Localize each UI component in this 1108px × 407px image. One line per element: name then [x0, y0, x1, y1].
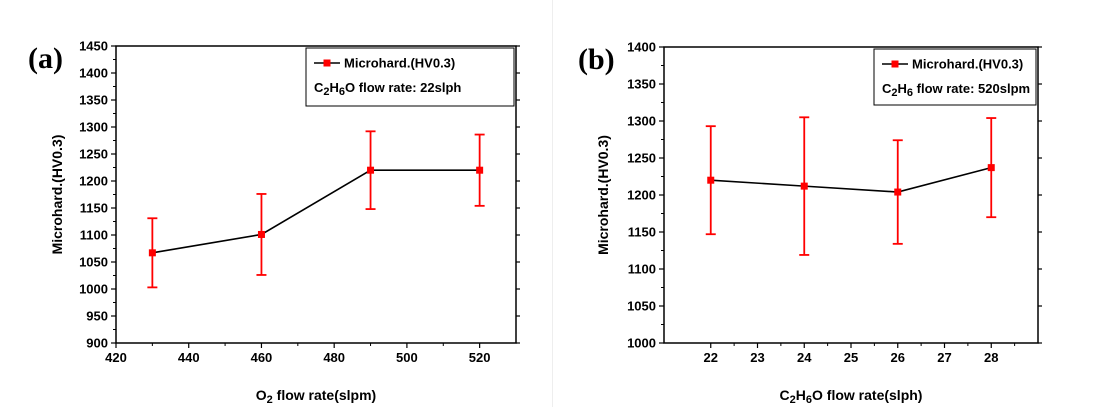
y-tick-label: 1100	[628, 262, 656, 277]
x-tick-label: 480	[323, 350, 345, 365]
x-tick-label: 28	[984, 350, 998, 365]
x-tick-label: 520	[469, 350, 491, 365]
chart-b-svg: 1000 1050 1100 1150 1200 1250 1300 1350 1400 22 23…	[578, 40, 1042, 406]
y-tick-label: 1400	[79, 66, 108, 81]
y-tick-label: 1350	[79, 93, 108, 108]
legend-box	[305, 47, 515, 107]
y-tick-label: 1300	[79, 120, 108, 135]
data-point	[987, 164, 995, 172]
y-tick-label: 1350	[627, 77, 656, 92]
data-point	[257, 230, 265, 238]
y-tick-label: 1050	[79, 255, 108, 270]
x-tick-label: 23	[750, 350, 764, 365]
data-point	[707, 176, 715, 184]
x-tick-label: 27	[937, 350, 951, 365]
x-tick-label: 22	[704, 350, 718, 365]
x-tick-label: 420	[105, 350, 127, 365]
y-tick-label: 1000	[627, 336, 656, 351]
x-tick-label: 25	[844, 350, 858, 365]
y-tick-label: 1150	[628, 225, 656, 240]
y-tick-label: 1250	[79, 147, 108, 162]
data-point	[800, 182, 808, 190]
x-tick-label: 500	[396, 350, 418, 365]
data-point	[148, 249, 156, 257]
y-tick-label: 1450	[79, 39, 108, 54]
panel-label: (b)	[578, 43, 615, 76]
y-tick-label: 1200	[79, 174, 108, 189]
legend-series-label: Microhard.(HV0.3)	[912, 57, 1023, 72]
series-line	[710, 166, 992, 193]
x-tick-label: 460	[251, 350, 273, 365]
x-axis-title: C2H6O flow rate(slph)	[780, 387, 923, 406]
x-axis-title: O2 flow rate(slpm)	[256, 387, 376, 406]
y-tick-label: 1250	[627, 151, 656, 166]
y-tick-label: 1200	[627, 188, 656, 203]
y-tick-label: 1400	[627, 40, 656, 55]
y-tick-label: 1000	[79, 282, 108, 297]
y-tick-label: 900	[86, 336, 108, 351]
chart-a-svg: 900 950 1000 1050 1100 1150 1200 1250 1300 1350 14…	[28, 39, 520, 406]
y-tick-label: 1300	[627, 114, 656, 129]
y-axis-title: Microhard.(HV0.3)	[49, 135, 65, 255]
chart-panel-b: 1000 1050 1100 1150 1200 1250 1300 1350 1400 22 23…	[552, 0, 1108, 407]
chart-panel-a: 900 950 1000 1050 1100 1150 1200 1250 1300 1350 14…	[0, 0, 553, 407]
y-tick-label: 950	[86, 309, 108, 324]
legend-marker	[323, 59, 331, 67]
x-tick-label: 440	[178, 350, 200, 365]
data-point	[894, 188, 902, 196]
y-tick-label: 1150	[80, 201, 108, 216]
legend-box	[873, 48, 1037, 106]
data-point	[476, 166, 484, 174]
legend-condition-text: C2H6O flow rate: 22slph	[314, 80, 461, 98]
series-line	[152, 169, 480, 254]
panel-label: (a)	[28, 42, 63, 75]
x-tick-label: 24	[797, 350, 812, 365]
legend-condition-text: C2H6 flow rate: 520slpm	[882, 81, 1030, 99]
data-point	[367, 166, 375, 174]
y-axis-title: Microhard.(HV0.3)	[595, 135, 611, 255]
legend-series-label: Microhard.(HV0.3)	[344, 56, 455, 71]
y-tick-label: 1050	[627, 299, 656, 314]
legend-marker	[891, 60, 899, 68]
x-tick-label: 26	[891, 350, 905, 365]
y-tick-label: 1100	[80, 228, 108, 243]
